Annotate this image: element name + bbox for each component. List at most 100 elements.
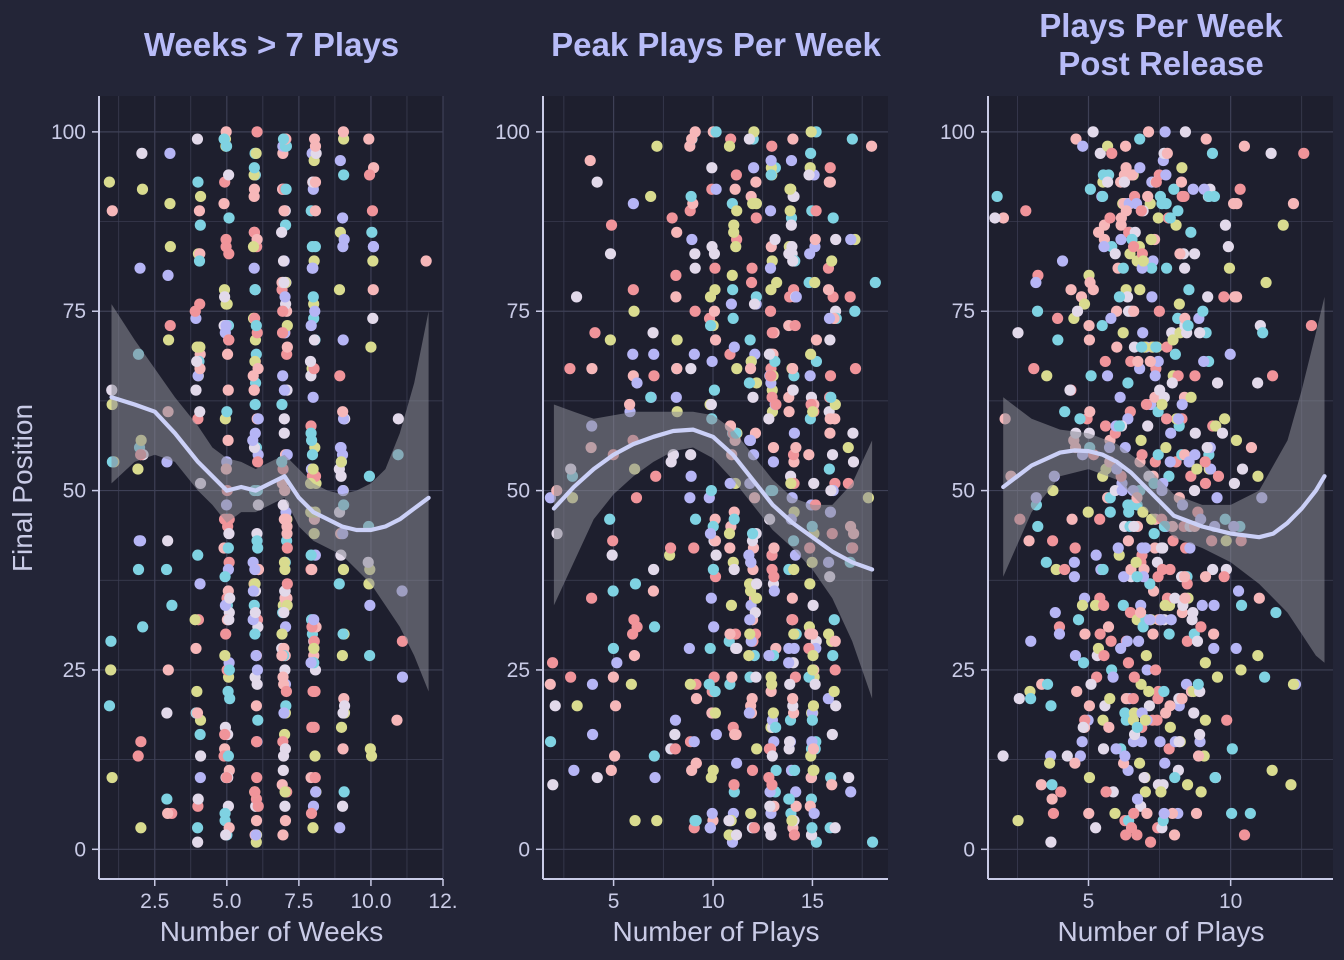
data-point (750, 212, 762, 224)
data-point (1035, 779, 1047, 791)
data-point (1120, 162, 1132, 174)
data-point (1046, 779, 1058, 791)
data-point (822, 284, 835, 296)
data-point (825, 391, 837, 403)
data-point (1144, 355, 1156, 368)
data-point (1134, 284, 1146, 296)
data-point (367, 312, 379, 325)
data-point (1101, 370, 1114, 382)
data-point (766, 327, 778, 339)
data-point (744, 434, 757, 446)
data-point (252, 456, 264, 468)
data-point (1094, 628, 1106, 640)
data-point (649, 771, 661, 784)
data-point (688, 348, 700, 360)
data-point (309, 205, 322, 217)
data-point (1202, 291, 1214, 303)
data-point (546, 657, 559, 669)
x-axis-title: Number of Plays (1058, 916, 1265, 947)
data-point (706, 355, 718, 368)
data-point (790, 441, 802, 454)
data-point (688, 736, 700, 748)
data-point (1229, 291, 1241, 303)
data-point (997, 212, 1010, 224)
data-point (1134, 133, 1146, 145)
data-point (337, 126, 350, 138)
data-point (568, 764, 580, 776)
data-point (768, 542, 780, 554)
data-point (787, 693, 799, 705)
data-point (784, 678, 796, 690)
data-point (1159, 126, 1171, 138)
data-point (1065, 284, 1077, 296)
smooth-line (109, 395, 431, 533)
x-axis-title: Number of Weeks (160, 916, 384, 947)
data-point (1235, 599, 1248, 611)
data-point (307, 685, 319, 698)
data-point (1136, 449, 1148, 461)
data-point (1089, 599, 1102, 611)
data-point (624, 398, 636, 411)
data-point (334, 370, 346, 382)
data-point (1160, 169, 1172, 181)
data-point (279, 815, 292, 827)
data-point (547, 779, 559, 791)
data-point (247, 585, 260, 597)
data-point (164, 198, 176, 210)
data-point (251, 535, 263, 547)
data-point (1117, 599, 1129, 611)
data-point (1158, 807, 1170, 820)
data-point (1046, 793, 1058, 805)
data-point (306, 449, 319, 461)
data-point (669, 714, 682, 726)
data-point (1097, 563, 1109, 576)
data-point (786, 815, 798, 827)
data-point (685, 363, 697, 375)
data-point (1068, 556, 1080, 568)
data-point (1199, 571, 1212, 583)
data-point (709, 334, 722, 346)
data-point (1198, 355, 1210, 368)
data-point (1124, 606, 1137, 619)
data-point (337, 334, 349, 346)
data-point (648, 621, 661, 633)
data-point (1142, 126, 1155, 138)
data-point (1023, 535, 1035, 547)
data-point (281, 542, 293, 554)
data-point (224, 592, 236, 604)
data-point (1077, 657, 1090, 669)
data-point (586, 678, 599, 690)
data-point (396, 635, 409, 647)
data-point (829, 635, 841, 647)
data-point (764, 262, 777, 274)
data-point (829, 664, 841, 676)
data-point (1097, 190, 1109, 203)
data-point (647, 585, 660, 597)
data-point (729, 728, 741, 741)
data-point (627, 198, 639, 210)
data-point (1059, 406, 1071, 418)
data-point (1126, 169, 1139, 181)
data-point (1160, 441, 1172, 454)
data-point (807, 743, 820, 755)
data-point (689, 305, 701, 317)
data-point (250, 649, 262, 662)
data-point (744, 363, 757, 375)
data-point (709, 685, 721, 698)
data-point (1113, 420, 1126, 432)
data-point (689, 262, 701, 274)
data-point (278, 413, 290, 425)
data-point (669, 728, 681, 741)
data-point (991, 190, 1003, 203)
data-point (1012, 815, 1024, 827)
data-point (223, 614, 235, 626)
data-point (751, 578, 763, 590)
data-point (1182, 319, 1194, 332)
data-point (1147, 628, 1159, 640)
data-point (748, 298, 761, 310)
data-point (1076, 736, 1088, 748)
data-point (1244, 807, 1256, 820)
data-point (1135, 341, 1148, 353)
data-point (763, 771, 775, 784)
data-point (1040, 556, 1052, 568)
